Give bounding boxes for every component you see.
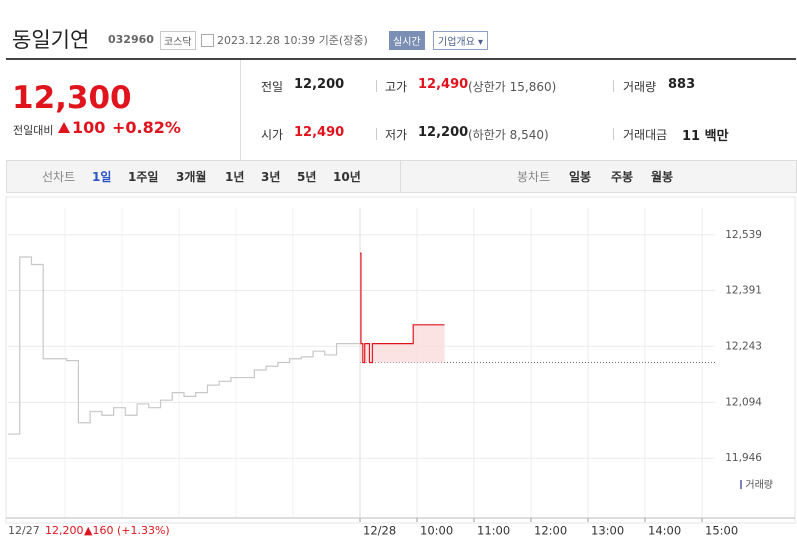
period-tab[interactable]: 10년 (333, 170, 361, 184)
x-tick-label: 10:00 (420, 524, 453, 538)
stat-label: 시가 (261, 128, 284, 142)
market-badge: 코스닥 (160, 31, 196, 50)
y-tick-label: 12,094 (725, 396, 762, 408)
plot-frame (5, 196, 796, 524)
stat-value: 12,490 (418, 77, 469, 92)
sep (376, 128, 377, 140)
x-tick-label: 15:00 (705, 524, 738, 538)
time: 2023.12.28 10:39 기준(장중) (217, 34, 368, 47)
tab-bar (6, 160, 797, 193)
stock-code: 032960 (108, 33, 154, 46)
footer-change: ▲160 (+1.33%) (84, 524, 170, 537)
divider (240, 60, 241, 160)
sep (613, 128, 614, 140)
rate: +0.82% (112, 118, 181, 137)
y-tick-label: 12,243 (725, 340, 762, 352)
series-line (8, 256, 360, 435)
x-tick-label: 12:00 (534, 524, 567, 538)
stat-label: 거래량 (623, 80, 657, 94)
stat-value: 12,200 (294, 77, 345, 92)
chart: 12,539 12,391 12,243 12,094 11,946 12/28 10:00… (5, 196, 796, 538)
calendar-icon (201, 34, 214, 47)
stock-name: 동일기연 (12, 28, 90, 52)
candle-tab[interactable]: 주봉 (611, 170, 634, 184)
stat-label: 저가 (385, 128, 408, 142)
sep (376, 80, 377, 92)
area (360, 253, 445, 363)
period-tab[interactable]: 5년 (297, 170, 317, 184)
stat-label: 전일 (261, 80, 284, 94)
sep (613, 80, 614, 92)
overview-button[interactable]: 기업개요 ▾ (433, 31, 488, 50)
footer-date: 12/27 (8, 524, 40, 537)
volume-legend-mark (740, 480, 742, 489)
divider (400, 161, 401, 192)
change-label: 전일대비 (13, 124, 54, 137)
stat-extra: (하한가 8,540) (468, 128, 549, 142)
candle-tab[interactable]: 월봉 (651, 170, 674, 184)
period-tab[interactable]: 3개월 (176, 170, 207, 184)
change: 100 (72, 118, 106, 137)
stat-label: 고가 (385, 80, 408, 94)
period-tab[interactable]: 1년 (225, 170, 245, 184)
volume-label: 거래량 (745, 479, 773, 491)
footer-close: 12,200 (45, 524, 84, 537)
candle-tab[interactable]: 일봉 (569, 170, 592, 184)
stat-value: 883 (668, 77, 696, 92)
period-tab[interactable]: 3년 (261, 170, 281, 184)
x-tick-label: 14:00 (648, 524, 681, 538)
series-line (360, 252, 445, 364)
tab-label: 선차트 (42, 170, 76, 184)
stat-label: 거래대금 (623, 128, 668, 142)
y-tick-label: 12,391 (725, 285, 762, 297)
x-tick-label: 11:00 (477, 524, 510, 538)
stat-value: 12,490 (294, 125, 345, 140)
stat-extra: (상한가 15,860) (468, 80, 557, 94)
period-tab[interactable]: 1일 (92, 170, 112, 184)
x-tick-label: 13:00 (591, 524, 624, 538)
stat-value: 12,200 (418, 125, 469, 140)
up-icon (58, 122, 70, 133)
x-tick-label: 12/28 (363, 524, 396, 538)
y-tick-label: 11,946 (725, 452, 762, 464)
period-tab[interactable]: 1주일 (128, 170, 159, 184)
tab-label: 봉차트 (517, 170, 551, 184)
y-tick-label: 12,539 (725, 229, 762, 241)
stat-value: 11 백만 (682, 129, 729, 144)
price: 12,300 (12, 80, 132, 116)
realtime-badge[interactable]: 실시간 (389, 31, 425, 50)
